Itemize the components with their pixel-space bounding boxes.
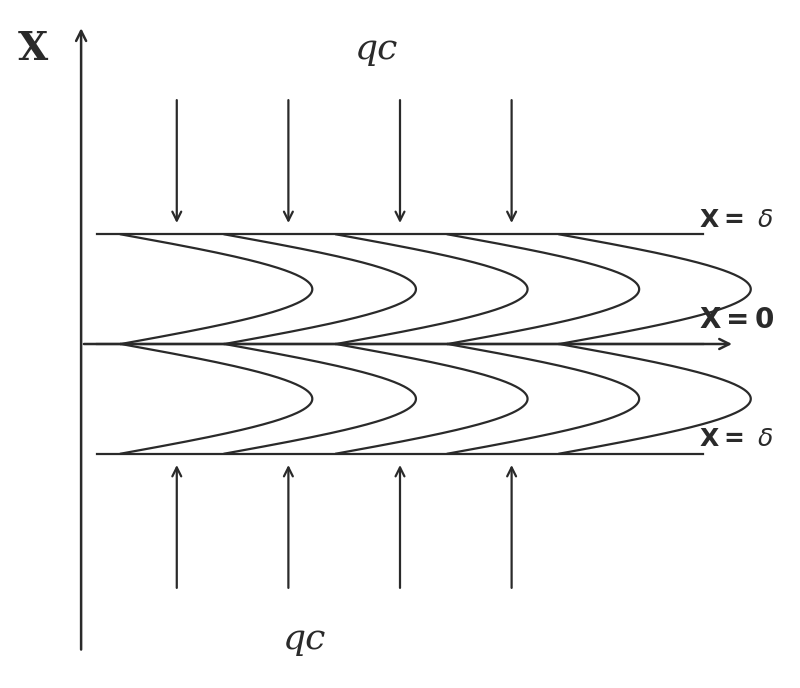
Text: X: X: [18, 30, 49, 68]
Text: qc: qc: [354, 32, 398, 66]
Text: qc: qc: [282, 622, 326, 656]
Text: $\mathbf{X=0}$: $\mathbf{X=0}$: [699, 307, 774, 334]
Text: $\mathbf{X=}\ \delta$: $\mathbf{X=}\ \delta$: [699, 209, 773, 232]
Text: $\mathbf{X=}\ \delta$: $\mathbf{X=}\ \delta$: [699, 429, 773, 451]
